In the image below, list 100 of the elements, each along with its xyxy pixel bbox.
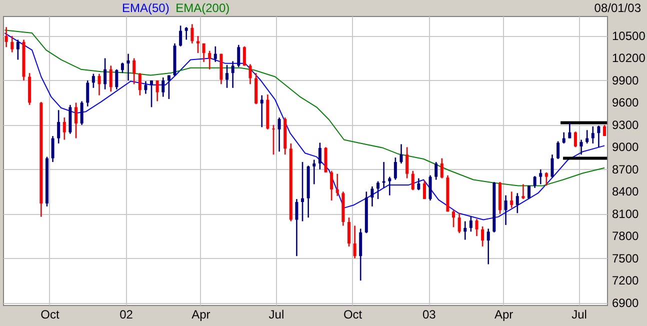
candlestick <box>580 139 583 156</box>
candlestick <box>347 216 350 248</box>
candlestick <box>481 226 484 248</box>
x-tick-label: Apr <box>192 308 210 322</box>
candlestick <box>452 210 456 228</box>
candlestick <box>202 42 206 63</box>
x-tick-label: 02 <box>120 308 134 322</box>
candlestick <box>226 64 229 89</box>
x-tick-label: Jul <box>268 308 284 322</box>
candlestick <box>74 102 78 139</box>
x-tick-label: Apr <box>494 308 514 322</box>
candlestick <box>208 50 212 70</box>
candlestick <box>516 192 519 214</box>
candlestick <box>179 24 182 48</box>
candlestick <box>144 80 148 94</box>
line-series <box>4 32 606 220</box>
candlestick <box>10 35 14 53</box>
candlestick <box>464 220 467 240</box>
candlestick <box>411 170 414 191</box>
candlestick <box>301 161 304 222</box>
candlestick <box>556 140 560 160</box>
y-tick-label: 8100 <box>612 206 640 221</box>
candlestick <box>591 126 594 144</box>
candlestick <box>376 180 380 200</box>
candlestick <box>162 76 165 98</box>
x-tick-label: Oct <box>343 308 363 322</box>
candlestick <box>57 109 60 144</box>
candlestick <box>278 116 281 152</box>
text: 08/01/03 <box>594 1 642 15</box>
y-tick-label: 8700 <box>612 162 640 176</box>
line-series <box>4 30 606 186</box>
y-tick-label: 9300 <box>612 118 640 132</box>
candlestick <box>156 80 159 102</box>
candlestick <box>370 186 374 208</box>
y-tick-label: 9000 <box>612 140 640 154</box>
candlestick <box>272 124 275 156</box>
candlestick <box>406 146 409 179</box>
candlestick <box>522 184 525 200</box>
candlestick <box>295 198 298 257</box>
text: EMA(200) <box>176 1 230 15</box>
candlestick <box>440 158 444 179</box>
x-tick-label: 03 <box>422 308 436 322</box>
candlestick <box>574 130 577 148</box>
candlestick <box>132 58 136 85</box>
candlestick <box>562 132 566 144</box>
candlestick <box>150 80 154 108</box>
candlestick <box>312 159 316 185</box>
candlestick <box>104 58 107 90</box>
candlestick <box>80 100 84 126</box>
candlestick <box>62 116 66 140</box>
candlestick <box>597 125 600 148</box>
candlestick <box>336 173 339 197</box>
candlestick <box>550 154 554 178</box>
y-tick-label: 7800 <box>612 229 640 244</box>
candlestick <box>544 172 548 186</box>
candlestick <box>528 185 531 200</box>
candlestick <box>138 72 142 96</box>
candlestick <box>353 225 356 259</box>
candlestick <box>504 194 508 226</box>
candlestick <box>330 170 334 202</box>
candlestick <box>510 190 514 209</box>
x-tick-label: Oct <box>40 308 60 322</box>
candlestick <box>248 64 252 85</box>
y-tick-label: 7200 <box>612 274 640 288</box>
candlestick <box>568 122 572 139</box>
candlestick <box>214 46 217 63</box>
candlestick <box>586 129 589 144</box>
candlestick <box>109 65 112 92</box>
candlestick <box>475 218 478 237</box>
candlestick <box>428 174 432 202</box>
candlestick <box>98 73 101 96</box>
candlestick <box>458 212 461 234</box>
candlestick <box>184 26 188 40</box>
candlestick <box>382 161 386 189</box>
candlestick <box>231 60 234 89</box>
candlestick <box>120 62 124 74</box>
candlestick <box>86 80 90 108</box>
candlestick <box>126 53 130 82</box>
candlestick <box>167 74 170 100</box>
candlestick <box>4 26 8 48</box>
y-tick-label: 8400 <box>612 184 640 199</box>
y-tick-label: 10200 <box>612 51 646 66</box>
candlestick <box>539 168 542 185</box>
y-tick-label: 10500 <box>612 29 646 44</box>
candlestick <box>260 94 264 128</box>
candlestick <box>92 73 95 89</box>
candlestick <box>486 228 490 265</box>
candlestick <box>533 175 536 189</box>
candlestick <box>394 156 397 180</box>
candlestick <box>115 68 118 90</box>
candlestick <box>359 228 362 282</box>
candlestick <box>190 24 194 44</box>
y-tick-label: 7500 <box>612 251 640 266</box>
y-tick-label: 9600 <box>612 96 640 110</box>
candlestick <box>434 161 438 180</box>
y-tick-label: 9900 <box>612 73 640 88</box>
candlestick <box>400 144 403 164</box>
candlestick <box>51 135 54 163</box>
text: EMA(50) <box>122 1 170 15</box>
candlestick <box>237 44 240 68</box>
